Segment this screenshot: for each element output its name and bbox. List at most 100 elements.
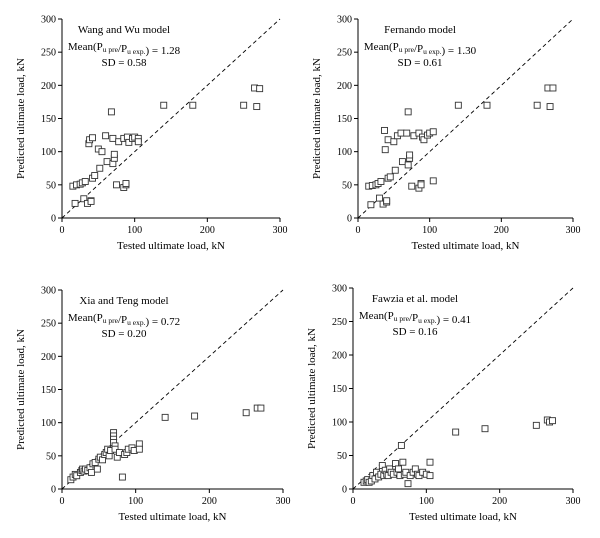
data-point: [134, 138, 142, 146]
data-point: [417, 181, 425, 189]
mean-ratio-mean_mid: /P: [118, 314, 127, 326]
data-point: [110, 150, 118, 158]
y-tick-label: 0: [342, 485, 347, 496]
mean-ratio-mean_sub2: u exp.: [127, 318, 145, 327]
data-point: [408, 182, 416, 190]
x-tick-label: 300: [276, 496, 291, 507]
x-tick-label: 0: [60, 225, 65, 236]
mean-ratio-mean_sub1: u pre: [399, 45, 415, 54]
data-point: [391, 166, 399, 174]
standard-deviation: SD = 0.58: [101, 57, 147, 69]
y-tick-label: 200: [337, 81, 352, 92]
data-point: [404, 161, 412, 169]
mean-ratio-mean_prefix: Mean(P: [68, 312, 103, 324]
data-point: [397, 129, 405, 137]
data-point: [406, 151, 414, 159]
data-point: [98, 148, 106, 156]
data-point: [257, 404, 265, 412]
y-tick-label: 150: [332, 384, 347, 395]
data-point: [376, 194, 383, 202]
data-point: [429, 128, 437, 136]
y-tick-label: 150: [41, 385, 56, 396]
data-point: [89, 134, 96, 142]
data-point: [546, 103, 554, 111]
data-point: [483, 101, 491, 109]
data-point: [125, 138, 133, 146]
x-tick-label: 100: [128, 496, 143, 507]
reference-line: [61, 18, 281, 219]
data-point: [87, 197, 95, 205]
y-tick-label: 100: [337, 147, 352, 158]
data-point: [426, 472, 434, 480]
x-tick-label: 100: [422, 225, 437, 236]
data-point: [454, 101, 462, 109]
data-point: [481, 425, 489, 433]
data-point: [404, 480, 412, 488]
data-point: [102, 132, 110, 140]
y-axis-label: Predicted ultimate load, kN: [15, 329, 27, 450]
x-tick-label: 200: [202, 496, 217, 507]
y-tick-label: 0: [51, 485, 56, 496]
y-tick-label: 50: [342, 180, 352, 191]
y-tick-label: 250: [332, 317, 347, 328]
mean-ratio-mean_sub1: u pre: [103, 316, 119, 325]
standard-deviation: SD = 0.16: [392, 326, 438, 338]
chart-panel-3: 0 50 100 150 200 250 300 0 100 200 300 Tested ultim…: [15, 286, 291, 524]
model-name: Fawzia et al. model: [372, 293, 458, 305]
y-tick-label: 100: [332, 418, 347, 429]
model-name: Xia and Teng model: [79, 295, 168, 307]
data-point: [381, 126, 388, 134]
y-tick-label: 0: [347, 214, 352, 225]
mean-ratio-mean_mid: /P: [409, 312, 418, 324]
data-point: [390, 138, 398, 146]
x-axis-label: Tested ultimate load, kN: [412, 240, 520, 252]
data-point: [532, 421, 540, 429]
y-tick-label: 200: [41, 81, 56, 92]
data-point: [189, 101, 197, 109]
data-point: [96, 164, 104, 172]
data-point: [109, 134, 117, 142]
mean-ratio-mean_mid: /P: [414, 43, 423, 55]
mean-ratio: Mean(Pu pre/Pu exp.) = 1.28: [68, 41, 181, 57]
reference-line: [352, 287, 574, 490]
mean-ratio: Mean(Pu pre/Pu exp.) = 0.72: [68, 312, 180, 328]
y-tick-label: 300: [41, 286, 56, 297]
mean-ratio-mean_suffix: ) = 0.41: [436, 314, 471, 326]
y-tick-label: 150: [41, 114, 56, 125]
x-tick-label: 0: [351, 496, 356, 507]
data-point: [383, 197, 391, 205]
data-point: [549, 84, 557, 92]
y-tick-label: 100: [41, 418, 56, 429]
y-tick-label: 200: [41, 352, 56, 363]
y-tick-label: 300: [41, 15, 56, 26]
x-tick-label: 300: [566, 496, 581, 507]
mean-ratio-mean_prefix: Mean(P: [68, 41, 103, 53]
mean-ratio-mean_suffix: ) = 0.72: [145, 316, 180, 328]
data-point: [71, 199, 79, 207]
data-point: [384, 136, 392, 144]
x-axis-label: Tested ultimate load, kN: [409, 511, 517, 523]
x-axis-label: Tested ultimate load, kN: [119, 511, 227, 523]
x-tick-label: 200: [494, 225, 509, 236]
data-point: [242, 409, 250, 417]
mean-ratio-mean_suffix: ) = 1.30: [441, 45, 476, 57]
data-point: [160, 101, 168, 109]
mean-ratio-mean_sub2: u exp.: [423, 47, 441, 56]
data-point: [81, 178, 89, 185]
data-point: [367, 201, 375, 209]
chart-panel-2: 0 50 100 150 200 250 300 0 100 200 300 Tested ultim…: [311, 15, 581, 253]
data-point: [533, 101, 541, 109]
data-point: [420, 136, 428, 144]
mean-ratio: Mean(Pu pre/Pu exp.) = 0.41: [359, 310, 471, 326]
mean-ratio-mean_suffix: ) = 1.28: [145, 45, 180, 57]
chart-panel-4: 0 50 100 150 200 250 300 0 100 200 300 Tested ultim…: [306, 284, 581, 524]
data-point: [161, 413, 169, 421]
y-tick-label: 0: [51, 214, 56, 225]
data-point: [399, 458, 407, 466]
data-point: [415, 129, 423, 137]
y-tick-label: 300: [332, 284, 347, 295]
y-tick-label: 250: [41, 48, 56, 59]
model-name: Fernando model: [384, 24, 456, 36]
mean-ratio-mean_mid: /P: [118, 43, 127, 55]
data-point: [452, 428, 460, 436]
